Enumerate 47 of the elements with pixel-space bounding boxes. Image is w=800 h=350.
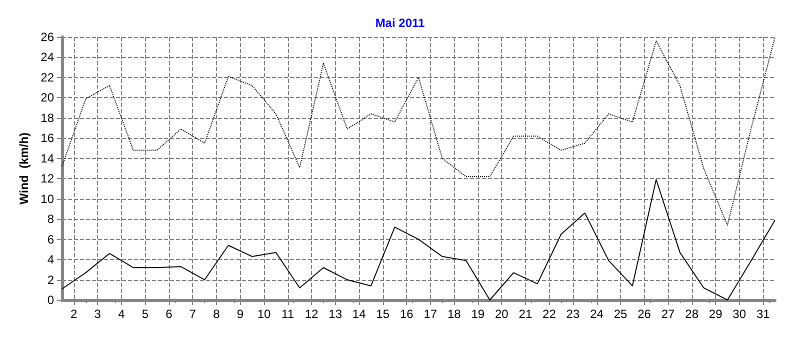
y-axis-title: Wind (km/h) bbox=[16, 132, 31, 204]
x-tick-label: 16 bbox=[400, 307, 414, 321]
x-tick-label: 17 bbox=[424, 307, 438, 321]
x-tick-label: 8 bbox=[213, 307, 220, 321]
x-tick-label: 30 bbox=[732, 307, 746, 321]
x-tick-label: 7 bbox=[189, 307, 196, 321]
x-tick-label: 20 bbox=[495, 307, 509, 321]
y-tick-label: 2 bbox=[47, 272, 54, 287]
x-tick-label: 2 bbox=[70, 307, 78, 321]
x-tick-label: 9 bbox=[236, 307, 244, 321]
x-tick-label: 3 bbox=[94, 307, 102, 321]
x-tick-label: 25 bbox=[614, 307, 628, 321]
x-tick-label: 21 bbox=[518, 307, 532, 321]
x-tick-label: 11 bbox=[282, 307, 294, 321]
y-tick-label: 24 bbox=[40, 50, 54, 64]
x-tick-label: 27 bbox=[661, 307, 676, 321]
chart-title: Mai 2011 bbox=[375, 16, 426, 30]
x-tick-label: 24 bbox=[590, 307, 604, 321]
y-tick-label: 0 bbox=[47, 293, 54, 307]
y-tick-label: 20 bbox=[40, 90, 54, 105]
x-tick-label: 12 bbox=[304, 307, 319, 321]
x-tick-label: 23 bbox=[566, 307, 580, 321]
y-tick-label: 4 bbox=[47, 252, 54, 267]
y-tick-label: 22 bbox=[40, 70, 54, 84]
x-tick-label: 5 bbox=[142, 307, 149, 321]
x-tick-label: 28 bbox=[685, 307, 699, 321]
x-tick-label: 15 bbox=[376, 307, 390, 321]
y-tick-label: 6 bbox=[47, 232, 54, 246]
x-tick-label: 22 bbox=[542, 307, 556, 321]
x-tick-label: 31 bbox=[756, 307, 770, 321]
y-tick-label: 10 bbox=[40, 192, 54, 206]
y-tick-label: 16 bbox=[40, 131, 54, 146]
x-tick-label: 14 bbox=[352, 307, 366, 321]
x-tick-label: 26 bbox=[638, 307, 652, 321]
y-tick-label: 8 bbox=[47, 212, 54, 226]
line-series bbox=[62, 36, 776, 226]
y-tick-label: 18 bbox=[40, 110, 54, 125]
y-tick-label: 12 bbox=[40, 172, 54, 186]
x-tick-label: 29 bbox=[708, 307, 723, 321]
x-tick-label: 6 bbox=[166, 307, 173, 321]
y-tick-label: 26 bbox=[40, 30, 54, 44]
y-tick-label: 14 bbox=[40, 151, 54, 166]
x-tick-label: 4 bbox=[118, 307, 126, 321]
x-tick-label: 10 bbox=[257, 307, 272, 321]
x-tick-label: 19 bbox=[471, 307, 485, 321]
x-tick-label: 13 bbox=[328, 307, 342, 321]
x-tick-label: 18 bbox=[447, 307, 462, 321]
